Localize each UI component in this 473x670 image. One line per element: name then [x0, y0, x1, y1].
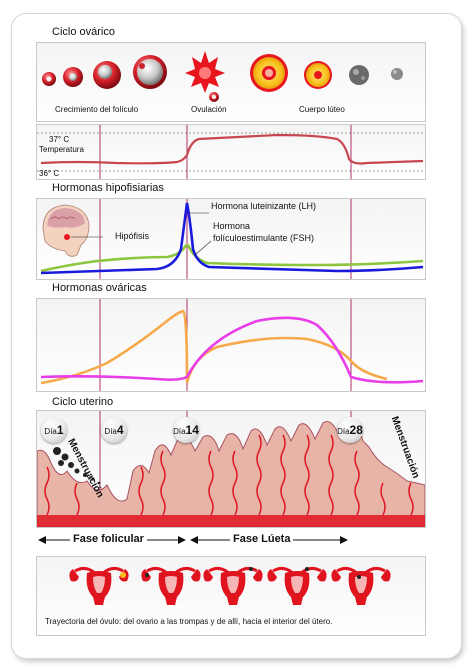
- corpus-luteum-2: [304, 61, 332, 89]
- ovarian-hormone-chart: [40, 299, 424, 391]
- label-fsh-line1: Hormona: [213, 221, 251, 231]
- caption-ovum-path: Trayectoria del óvulo: del ovario a las …: [45, 617, 333, 626]
- day-marker-28: Día28: [337, 417, 363, 443]
- uterus-stage-4: [265, 566, 329, 607]
- day-prefix: Día: [104, 427, 117, 436]
- uterus-panel: Trayectoria del óvulo: del ovario a las …: [36, 556, 426, 636]
- label-corpus-luteum: Cuerpo lúteo: [299, 105, 345, 114]
- temperature-panel: 37° C Temperatura 36° C: [36, 124, 426, 180]
- menstrual-debris: [53, 447, 101, 485]
- ovary-panel: Crecimiento del folículo Ovulación Cuerp…: [36, 42, 426, 122]
- corpus-luteum-1: [250, 54, 288, 92]
- section-title-ovarian-hormones: Hormonas ováricas: [52, 282, 147, 294]
- temp-low-label: 36° C: [39, 169, 60, 178]
- day-marker-1: Día1: [41, 417, 67, 443]
- endometrium-layer: [37, 421, 425, 527]
- spiral-arteries: [44, 434, 414, 516]
- temp-high-label: 37° C: [49, 135, 70, 144]
- uterus-illustrations: [67, 566, 393, 607]
- uterus-stage-3: [201, 566, 265, 607]
- pituitary-panel: Hipófisis Hormona luteinizante (LH) Horm…: [36, 198, 426, 280]
- pituitary-chart: [40, 199, 424, 279]
- label-fsh-line2: folículoestimulante (FSH): [213, 233, 315, 243]
- follicle-stage-2: [63, 67, 83, 87]
- uterus-stage-2: [139, 566, 203, 607]
- brain-head-icon: [42, 204, 90, 257]
- temperature-curve: [40, 133, 424, 165]
- day-prefix: Día: [337, 427, 350, 436]
- corpus-albicans-1: [349, 65, 369, 85]
- progesterone-curve: [40, 316, 424, 384]
- section-title-ovarian-cycle: Ciclo ovárico: [52, 26, 115, 38]
- uterus-stage-5: [329, 566, 393, 607]
- label-follicular-phase: Fase folicular: [70, 533, 147, 545]
- ovulation-burst-icon: [185, 51, 225, 102]
- endometrium-illustration: [37, 411, 425, 527]
- day-marker-4: Día4: [101, 417, 127, 443]
- day-number-14: 14: [185, 423, 199, 437]
- ovary-illustrations: [42, 51, 403, 102]
- follicle-stage-4: [133, 55, 167, 89]
- label-lh: Hormona luteinizante (LH): [211, 201, 317, 211]
- ovarian-hormone-panel: [36, 298, 426, 392]
- day-prefix: Día: [173, 427, 186, 436]
- label-follicle-growth: Crecimiento del folículo: [55, 105, 139, 114]
- temperature-chart: [37, 125, 425, 179]
- uterine-panel: Día1 Día4 Día14 Día28 Menstruación Menst…: [36, 410, 426, 528]
- uterus-stage-1: [67, 566, 131, 607]
- follicle-stage-3: [93, 61, 121, 89]
- day-prefix: Día: [44, 427, 57, 436]
- day-marker-14: Día14: [173, 417, 199, 443]
- follicle-stage-1: [42, 72, 56, 86]
- day-number-1: 1: [56, 423, 64, 437]
- section-title-pituitary-hormones: Hormonas hipofisiarias: [52, 182, 164, 194]
- corpus-albicans-2: [391, 68, 403, 80]
- day-number-28: 28: [349, 423, 363, 437]
- temp-axis-label: Temperatura: [39, 145, 84, 154]
- label-pituitary-gland: Hipófisis: [115, 231, 150, 241]
- section-title-uterine-cycle: Ciclo uterino: [52, 396, 114, 408]
- label-ovulation: Ovulación: [191, 105, 227, 114]
- fsh-curve: [40, 243, 424, 273]
- day-number-4: 4: [116, 423, 124, 437]
- label-luteal-phase: Fase Lúeta: [230, 533, 294, 545]
- lh-curve: [40, 202, 424, 275]
